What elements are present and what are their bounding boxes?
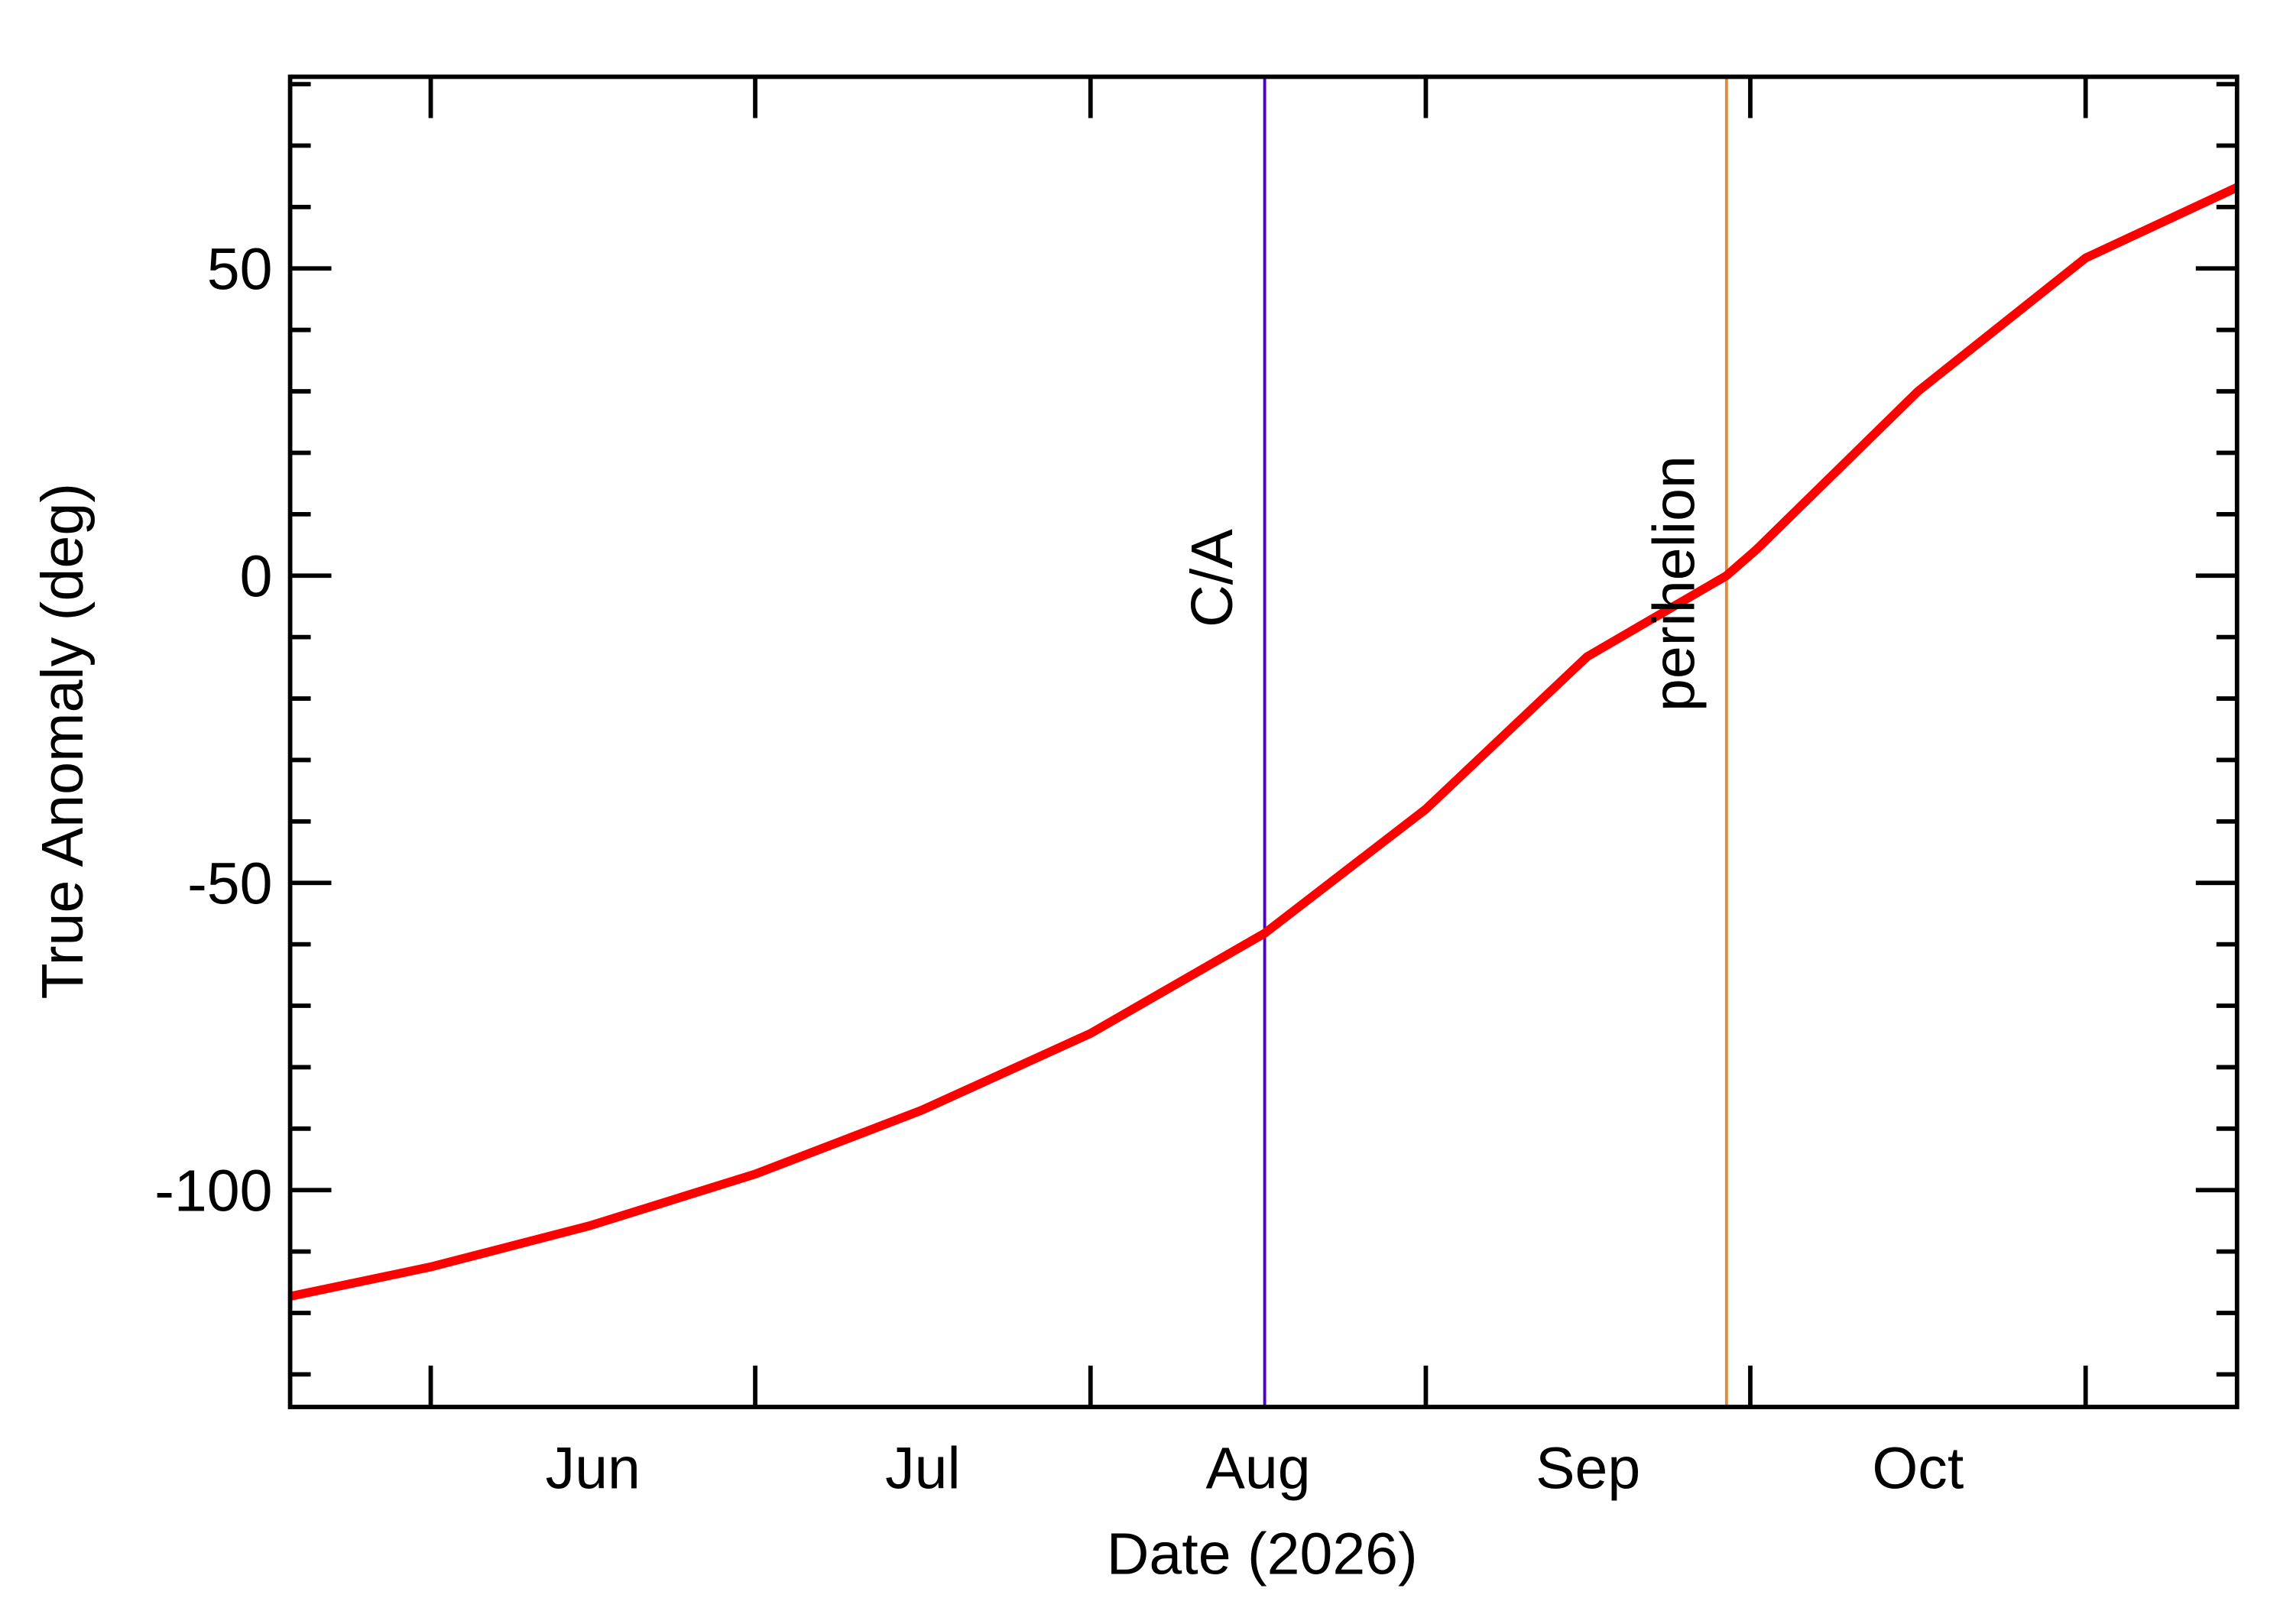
annotation-label: C/A <box>1179 529 1245 627</box>
x-axis-label: Date (2026) <box>1107 1521 1418 1587</box>
data-line <box>289 183 2239 1301</box>
y-tick-label: 0 <box>240 543 273 609</box>
annotation-label: perihelion <box>1642 455 1708 712</box>
y-tick-label: -50 <box>187 851 272 916</box>
y-tick-label: -100 <box>154 1158 272 1224</box>
y-tick-label: 50 <box>207 236 273 302</box>
x-tick-label: Aug <box>1206 1435 1311 1501</box>
y-axis-label: True Anomaly (deg) <box>30 483 96 1000</box>
plot-frame <box>287 74 2239 1409</box>
x-tick-label: Jun <box>546 1435 641 1501</box>
x-tick-label: Sep <box>1536 1435 1640 1501</box>
x-tick-label: Jul <box>885 1435 961 1501</box>
x-tick-label: Oct <box>1872 1435 1964 1501</box>
